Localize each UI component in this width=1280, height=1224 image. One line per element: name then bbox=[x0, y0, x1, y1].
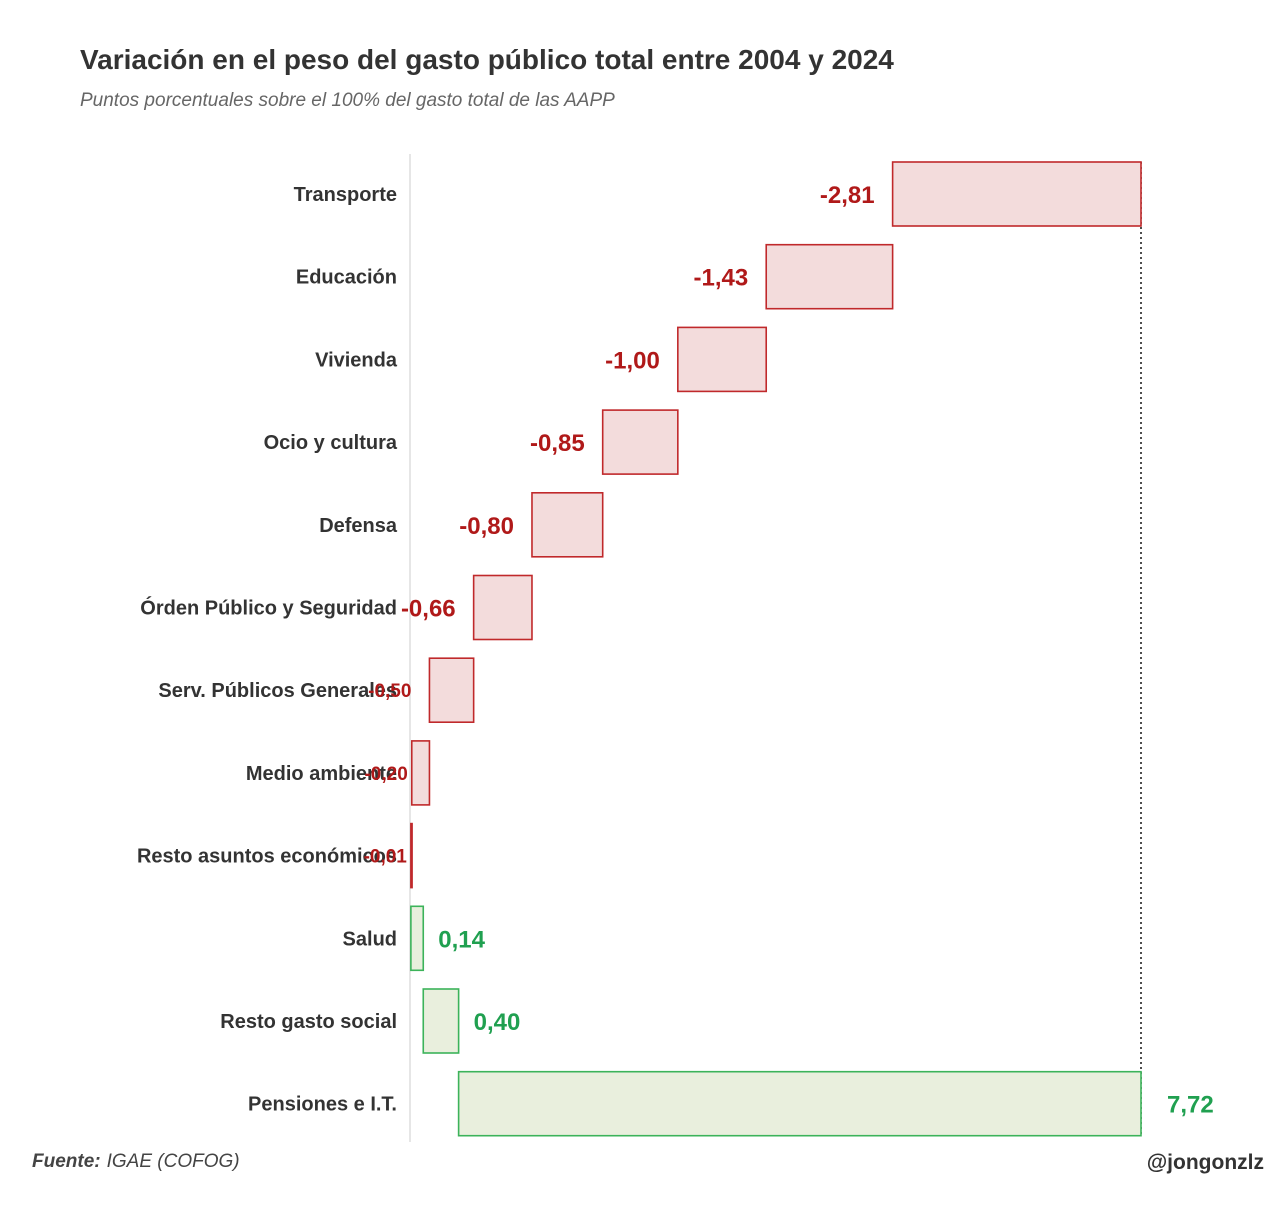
category-label-4: Defensa bbox=[319, 515, 398, 537]
value-label-2: -1,00 bbox=[605, 347, 660, 374]
bar-5 bbox=[472, 574, 533, 641]
bar-2 bbox=[677, 326, 768, 393]
value-label-0: -2,81 bbox=[820, 182, 875, 209]
author-credit: @jongonzlz bbox=[1146, 1151, 1264, 1174]
value-label-8: -0,01 bbox=[364, 847, 408, 868]
value-label-1: -1,43 bbox=[694, 265, 749, 292]
category-label-9: Salud bbox=[343, 928, 397, 950]
value-label-5: -0,66 bbox=[401, 596, 456, 623]
bar-11 bbox=[457, 1070, 1142, 1137]
category-label-10: Resto gasto social bbox=[220, 1011, 397, 1033]
bar-4 bbox=[531, 491, 604, 558]
chart-subtitle: Puntos porcentuales sobre el 100% del ga… bbox=[80, 90, 615, 111]
category-label-6: Serv. Públicos Generales bbox=[158, 680, 397, 702]
category-label-11: Pensiones e I.T. bbox=[248, 1094, 397, 1116]
bar-0 bbox=[891, 161, 1142, 227]
value-label-6: -0,50 bbox=[368, 681, 411, 702]
bar-9 bbox=[410, 905, 425, 972]
bar-10 bbox=[422, 988, 460, 1054]
category-label-1: Educación bbox=[296, 267, 397, 289]
source-label: Fuente: bbox=[32, 1151, 101, 1172]
bar-1 bbox=[765, 243, 894, 310]
bar-7 bbox=[410, 740, 431, 806]
source-note: Fuente: IGAE (COFOG) bbox=[32, 1151, 240, 1173]
category-label-2: Vivienda bbox=[315, 349, 398, 371]
category-label-0: Transporte bbox=[294, 184, 397, 206]
bar-8 bbox=[410, 822, 413, 889]
value-label-3: -0,85 bbox=[530, 430, 585, 457]
chart-title: Variación en el peso del gasto público t… bbox=[80, 44, 894, 75]
category-label-7: Medio ambiente bbox=[246, 763, 397, 785]
value-label-9: 0,14 bbox=[438, 926, 485, 953]
category-label-8: Resto asuntos económicos bbox=[137, 846, 397, 868]
category-label-5: Órden Público y Seguridad bbox=[140, 596, 397, 620]
value-label-11: 7,72 bbox=[1167, 1092, 1214, 1119]
bar-3 bbox=[601, 409, 679, 475]
bar-6 bbox=[428, 657, 475, 724]
value-label-4: -0,80 bbox=[459, 513, 514, 540]
category-label-3: Ocio y cultura bbox=[264, 432, 398, 454]
value-label-7: -0,20 bbox=[364, 764, 407, 785]
value-label-10: 0,40 bbox=[474, 1009, 521, 1036]
source-text: IGAE (COFOG) bbox=[106, 1151, 240, 1172]
